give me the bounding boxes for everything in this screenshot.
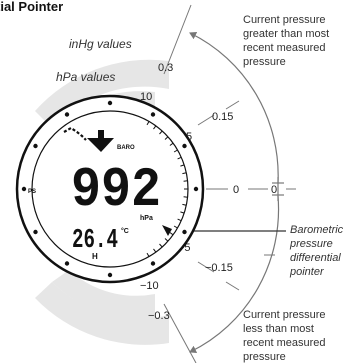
hpa-value-bottom: −10	[140, 280, 159, 292]
ring-dot	[64, 112, 70, 117]
ring-dot	[33, 229, 38, 235]
annotation-top: Current pressure greater than most recen…	[243, 14, 332, 68]
hpa-value-upper-mid: 5	[186, 131, 192, 143]
watch-bezel	[15, 94, 205, 284]
trend-graph-icon	[63, 126, 87, 141]
lower-arc	[189, 195, 280, 353]
ring-tick	[146, 252, 150, 257]
ring-tick	[169, 142, 174, 146]
differential-pointer	[162, 225, 172, 236]
hpa-value-zero: 0	[233, 184, 239, 196]
inhg-value-lower-mid: −0.15	[205, 262, 233, 274]
umbrella-icon	[87, 130, 114, 152]
hpa-values-label: hPa values	[56, 70, 115, 84]
inhg-value-zero: 0	[271, 184, 277, 196]
ring-tick	[169, 232, 174, 236]
scale-values: 0.3 10 0.15 5 0 0 −5 −0.15 −10 −0.3	[140, 62, 277, 322]
hpa-value-top: 10	[140, 91, 152, 103]
ring-tick	[182, 172, 187, 175]
ring-dot	[150, 112, 156, 117]
ring-tick	[173, 149, 178, 153]
ring-tick	[153, 125, 157, 130]
ring-dot	[182, 143, 187, 149]
ring-tick	[177, 156, 182, 160]
zero-marker	[272, 177, 284, 201]
watch-face: BARO PS 992 hPa 26.4 °C H	[15, 94, 205, 284]
annotation-bottom: Current pressure less than most recent m…	[243, 309, 329, 363]
inhg-value-upper-mid: 0.15	[212, 111, 233, 123]
scale-lines	[163, 4, 296, 363]
ring-tick	[180, 164, 185, 167]
ring-dot	[193, 186, 199, 192]
ring-dot	[64, 261, 70, 266]
inhg-value-bottom: −0.3	[148, 310, 170, 322]
diagram-title: tial Pointer	[0, 0, 63, 14]
pressure-arcs	[189, 32, 280, 353]
pressure-unit: hPa	[140, 215, 153, 222]
ring-tick	[146, 121, 150, 126]
ring-tick	[180, 211, 185, 214]
ring-dot	[182, 229, 187, 235]
ring-dot	[107, 272, 113, 278]
watch-ring-dots	[21, 100, 199, 278]
ring-dot	[107, 100, 113, 106]
ring-tick	[183, 196, 188, 198]
ring-tick	[153, 248, 157, 253]
pressure-value: 992	[71, 158, 161, 222]
ring-tick	[182, 203, 187, 206]
temperature-value: 26.4	[72, 226, 118, 256]
annotation-right: Barometric pressure differential pointer	[289, 224, 346, 278]
ring-tick	[164, 238, 169, 242]
bottom-label: H	[92, 252, 98, 261]
ring-tick	[183, 180, 188, 182]
ring-tick	[159, 243, 163, 248]
ring-tick	[173, 225, 178, 229]
upper-arc	[189, 32, 279, 184]
ring-dot	[21, 186, 27, 192]
inhg-values-label: inHg values	[69, 37, 132, 51]
side-label: PS	[28, 189, 36, 195]
ring-tick	[164, 136, 169, 140]
ring-tick	[177, 218, 182, 222]
watch-ring-ticks	[146, 121, 188, 257]
ring-dot	[150, 261, 156, 266]
ring-dot	[33, 143, 38, 149]
temperature-unit: °C	[121, 227, 129, 235]
ring-tick	[159, 130, 163, 135]
inhg-value-top: 0.3	[158, 62, 173, 74]
mode-label: BARO	[117, 145, 135, 151]
